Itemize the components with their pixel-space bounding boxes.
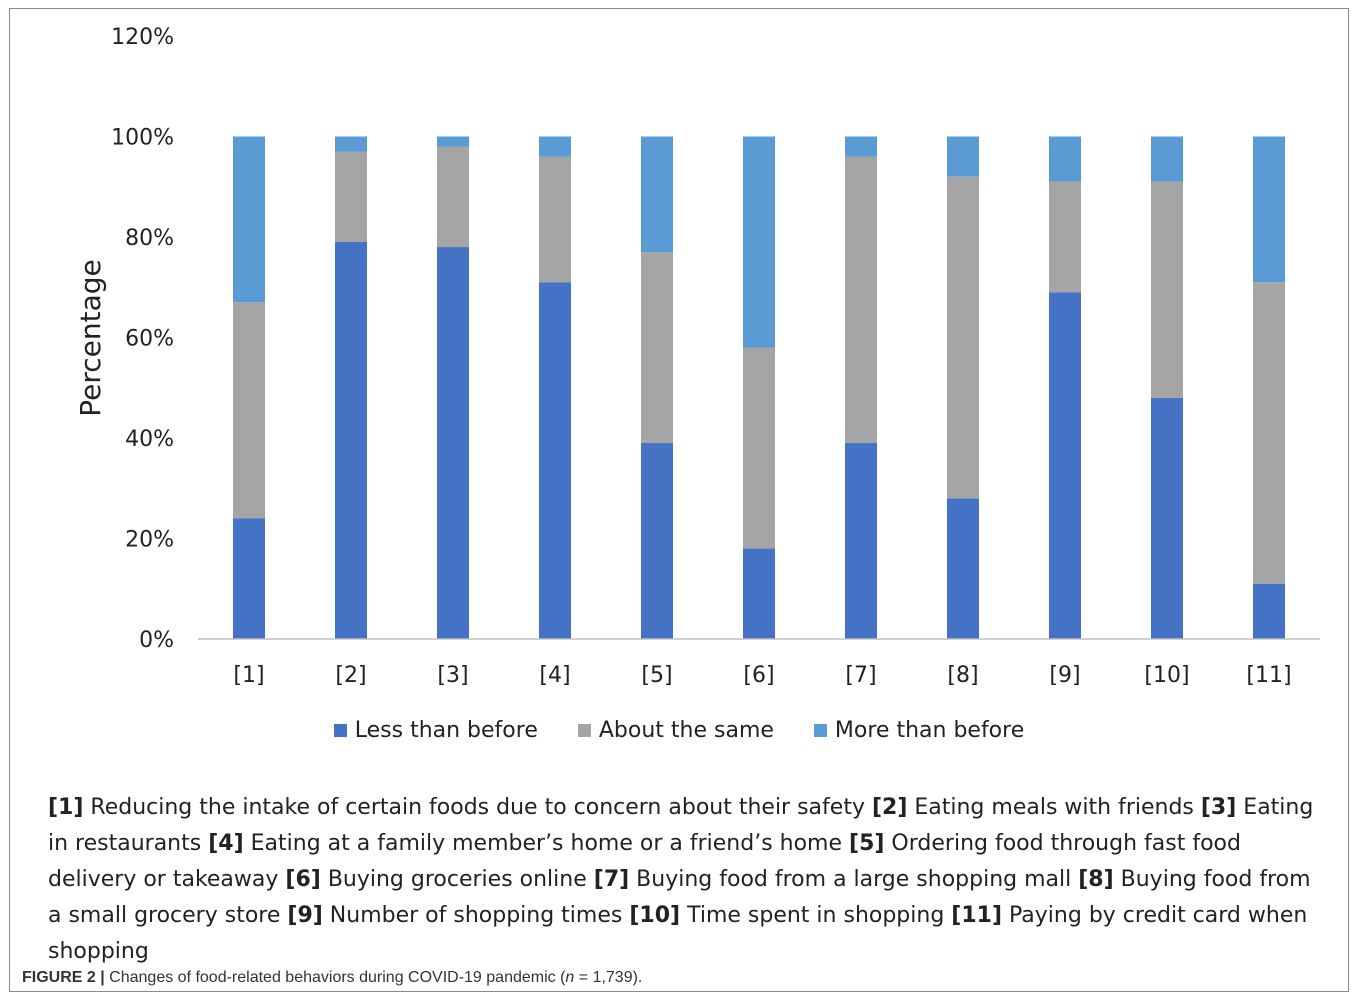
key-number: [6] bbox=[285, 867, 321, 892]
caption-text-end: = 1,739). bbox=[574, 969, 643, 986]
bars bbox=[233, 136, 1285, 640]
bar-segment bbox=[437, 247, 469, 640]
legend-item: About the same bbox=[577, 718, 774, 743]
key-description: Buying food from a small grocery store bbox=[48, 867, 1311, 928]
y-tick-label: 60% bbox=[125, 327, 174, 352]
legend-item: More than before bbox=[813, 718, 1025, 743]
key-description: Eating meals with friends bbox=[907, 795, 1201, 820]
bar-segment bbox=[1151, 181, 1183, 398]
bar-segment bbox=[437, 136, 469, 147]
key-description: Paying by credit card when shopping bbox=[48, 903, 1308, 964]
y-tick-label: 100% bbox=[111, 126, 174, 151]
bar-segment bbox=[335, 151, 367, 243]
x-tick-label: [11] bbox=[1246, 663, 1291, 688]
key-number: [1] bbox=[48, 795, 84, 820]
key-number: [4] bbox=[208, 831, 244, 856]
key-description: Number of shopping times bbox=[322, 903, 630, 928]
bar-segment bbox=[947, 136, 979, 177]
stacked-bar-chart: Percentage 0% 20% 40% 60% 80% 100% 120% [1] [2]… bbox=[74, 25, 1320, 688]
y-tick-label: 80% bbox=[125, 226, 174, 251]
bar-segment bbox=[641, 136, 673, 253]
bar-segment bbox=[641, 252, 673, 444]
key-description: Buying groceries online bbox=[320, 867, 594, 892]
x-tick-label: [7] bbox=[845, 663, 876, 688]
bar-segment bbox=[1049, 292, 1081, 639]
legend-label: More than before bbox=[834, 718, 1025, 743]
key-number: [10] bbox=[629, 903, 681, 928]
bar-segment bbox=[233, 136, 265, 303]
bar-segment bbox=[947, 176, 979, 499]
bar-segment bbox=[1253, 136, 1285, 283]
bar-segment bbox=[1253, 583, 1285, 639]
legend-label: Less than before bbox=[354, 718, 538, 743]
key-description: Reducing the intake of certain foods due… bbox=[83, 795, 872, 820]
key-description: Buying food from a large shopping mall bbox=[629, 867, 1079, 892]
legend-swatch bbox=[333, 724, 347, 737]
legend-label: About the same bbox=[598, 718, 774, 743]
key-number: [8] bbox=[1078, 867, 1114, 892]
y-tick-label: 0% bbox=[139, 628, 174, 653]
key-description: Eating in restaurants bbox=[48, 795, 1314, 856]
bar-segment bbox=[1049, 181, 1081, 293]
bar-segment bbox=[743, 548, 775, 639]
category-key: [1] Reducing the intake of certain foods… bbox=[48, 790, 1318, 970]
caption-text: Changes of food-related behaviors during… bbox=[109, 969, 566, 986]
key-description: Time spent in shopping bbox=[680, 903, 952, 928]
legend-swatch bbox=[577, 724, 591, 737]
bar-segment bbox=[641, 443, 673, 639]
bar-segment bbox=[1253, 282, 1285, 584]
bar-segment bbox=[233, 302, 265, 519]
legend-item: Less than before bbox=[333, 718, 538, 743]
bar-segment bbox=[845, 156, 877, 444]
legend-swatch bbox=[813, 724, 827, 737]
x-tick-label: [1] bbox=[233, 663, 264, 688]
bar-segment bbox=[947, 498, 979, 639]
bar-segment bbox=[539, 156, 571, 283]
figure-frame bbox=[9, 8, 1349, 992]
x-tick-label: [9] bbox=[1049, 663, 1080, 688]
key-number: [2] bbox=[871, 795, 908, 820]
x-tick-label: [5] bbox=[641, 663, 672, 688]
key-number: [3] bbox=[1200, 795, 1237, 820]
y-axis-ticks: 0% 20% 40% 60% 80% 100% 120% bbox=[111, 25, 174, 653]
x-axis-ticks: [1] [2] [3] [4] [5] [6] [7] [8] [9] [10] [11] bbox=[233, 663, 1291, 688]
bar-segment bbox=[1151, 136, 1183, 182]
caption-label: FIGURE 2 | bbox=[22, 969, 105, 986]
bar-segment bbox=[743, 347, 775, 549]
x-tick-label: [6] bbox=[743, 663, 774, 688]
key-number: [11] bbox=[951, 903, 1003, 928]
figure-caption: FIGURE 2 | Changes of food-related behav… bbox=[22, 969, 642, 987]
x-tick-label: [3] bbox=[437, 663, 468, 688]
key-number: [7] bbox=[593, 867, 630, 892]
y-axis-title: Percentage bbox=[74, 259, 107, 417]
bar-segment bbox=[437, 146, 469, 248]
bar-segment bbox=[335, 242, 367, 639]
y-tick-label: 40% bbox=[125, 427, 174, 452]
bar-segment bbox=[233, 518, 265, 639]
bar-segment bbox=[1151, 397, 1183, 639]
key-description: Eating at a family member’s home or a fr… bbox=[243, 831, 850, 856]
bar-segment bbox=[743, 136, 775, 348]
key-number: [5] bbox=[849, 831, 885, 856]
bar-segment bbox=[845, 136, 877, 157]
key-number: [9] bbox=[287, 903, 323, 928]
x-tick-label: [8] bbox=[947, 663, 978, 688]
bar-segment bbox=[539, 136, 571, 157]
bar-segment bbox=[539, 282, 571, 639]
x-tick-label: [4] bbox=[539, 663, 570, 688]
y-tick-label: 120% bbox=[111, 25, 174, 50]
key-description: Ordering food through fast food delivery… bbox=[48, 831, 1241, 892]
chart-legend: Less than before About the same More than … bbox=[0, 718, 1358, 743]
caption-n-symbol: n bbox=[565, 969, 575, 986]
x-tick-label: [2] bbox=[335, 663, 366, 688]
bar-segment bbox=[335, 136, 367, 152]
bar-segment bbox=[845, 443, 877, 639]
x-tick-label: [10] bbox=[1144, 663, 1189, 688]
y-tick-label: 20% bbox=[125, 528, 174, 553]
bar-segment bbox=[1049, 136, 1081, 182]
